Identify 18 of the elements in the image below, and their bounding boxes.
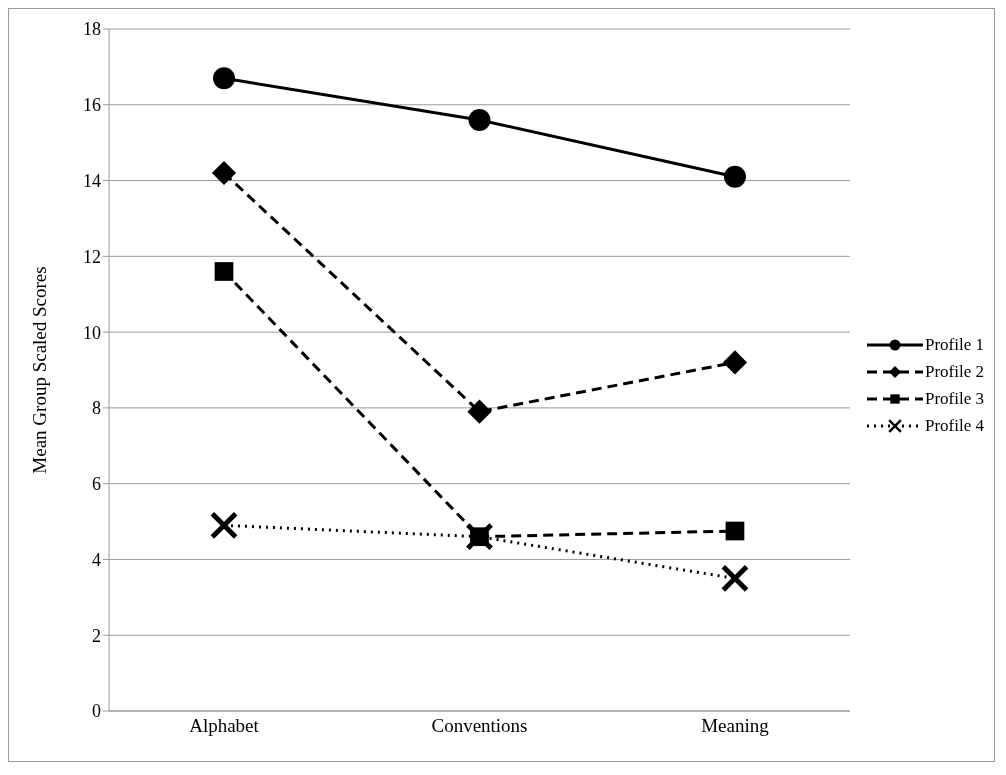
y-tick-label: 6 bbox=[92, 474, 101, 495]
y-axis-title: Mean Group Scaled Scores bbox=[28, 266, 50, 474]
y-tick-label: 18 bbox=[83, 19, 101, 40]
y-tick-label: 12 bbox=[83, 246, 101, 267]
x-tick-label: Meaning bbox=[701, 715, 770, 737]
y-tick-label: 8 bbox=[92, 398, 101, 419]
y-tick-label: 2 bbox=[92, 625, 101, 646]
y-tick-label: 0 bbox=[92, 701, 101, 722]
legend-label: Profile 4 bbox=[924, 415, 984, 436]
legend-label: Profile 3 bbox=[924, 388, 984, 409]
x-tick-label: Alphabet bbox=[189, 715, 260, 737]
y-tick-label: 4 bbox=[92, 549, 101, 570]
x-tick-label: Conventions bbox=[431, 715, 528, 737]
y-tick-label: 16 bbox=[83, 95, 101, 116]
y-tick-label: 14 bbox=[83, 170, 101, 191]
legend-label: Profile 1 bbox=[924, 334, 984, 355]
y-tick-label: 10 bbox=[83, 322, 101, 343]
legend-label: Profile 2 bbox=[924, 361, 984, 382]
